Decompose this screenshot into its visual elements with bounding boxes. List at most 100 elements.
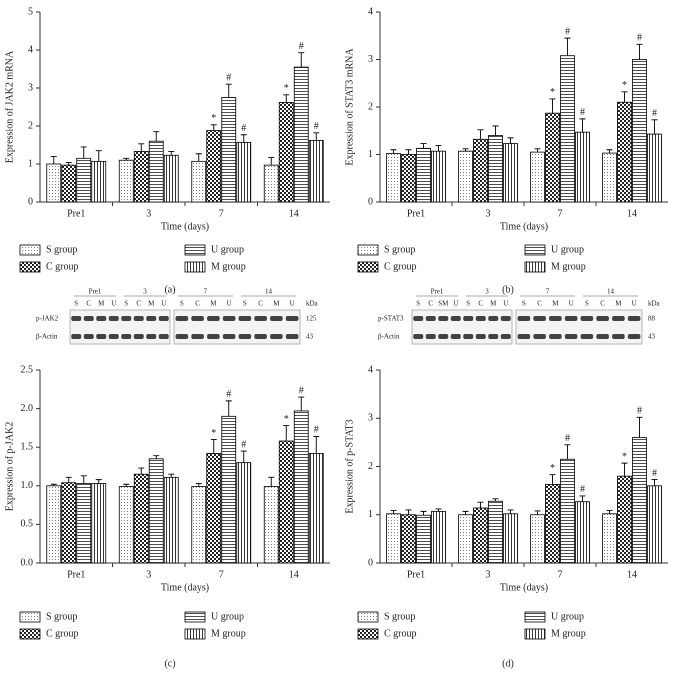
significance-marker: # [226, 72, 231, 83]
error-bar [492, 125, 499, 136]
error-bar [153, 455, 160, 459]
lane-label: C [478, 300, 483, 308]
bar [91, 483, 107, 564]
error-bar [123, 483, 130, 487]
bar [206, 130, 222, 203]
y-tick-label: 0 [368, 557, 373, 568]
error-bar [651, 119, 658, 135]
blot-band [596, 316, 609, 321]
blot-weight: 43 [648, 333, 656, 341]
bar [308, 140, 324, 203]
error-bar [651, 479, 658, 486]
bar [632, 437, 647, 564]
error-bar [313, 435, 320, 454]
blot-band [133, 334, 144, 339]
blot-band [207, 334, 220, 339]
blot-band [413, 334, 424, 339]
blot-band [158, 334, 169, 339]
y-tick-label: 2.0 [21, 403, 34, 414]
legend-label: S group [384, 244, 415, 255]
error-bar [606, 509, 613, 514]
legend-label: M group [211, 261, 246, 272]
blot-band [475, 334, 486, 339]
significance-marker: # [637, 406, 642, 417]
legend-swatch [184, 628, 206, 640]
blot-band [121, 316, 132, 321]
bar [545, 112, 560, 203]
blot-band [627, 334, 641, 339]
bar [575, 131, 590, 203]
bar [530, 151, 545, 203]
lane-label: M [615, 300, 622, 308]
legend-label: M group [551, 628, 586, 639]
blot-band [517, 316, 531, 321]
bar [221, 415, 237, 564]
error-bar [564, 444, 571, 460]
significance-marker: # [314, 425, 319, 436]
x-axis-label: Time (days) [161, 221, 209, 232]
x-tick-label: Pre1 [67, 569, 85, 580]
bar [602, 152, 617, 203]
lane-label: M [98, 300, 105, 308]
blot-band [488, 316, 499, 321]
x-axis-label: Time (days) [161, 582, 209, 593]
blot-weight: 43 [306, 333, 314, 341]
error-bar [534, 148, 541, 153]
blot-band [133, 316, 144, 321]
blot-band [96, 316, 107, 321]
bar [503, 513, 518, 564]
y-tick-label: 0.5 [21, 519, 34, 530]
error-bar [50, 483, 57, 486]
error-bar [621, 91, 628, 103]
significance-marker: # [314, 121, 319, 132]
bar [458, 514, 473, 564]
significance-marker: * [284, 83, 289, 94]
x-tick-label: 3 [146, 569, 151, 580]
blot-band [450, 316, 461, 321]
blot-row-label: p-STAT3 [378, 315, 404, 323]
legend-swatch [357, 261, 379, 273]
error-bar [462, 148, 469, 152]
blot-band [96, 334, 107, 339]
blot-band [549, 334, 562, 339]
error-bar [153, 131, 160, 142]
blot-band [238, 334, 252, 339]
error-bar [492, 498, 499, 502]
error-bar [210, 124, 217, 131]
legend-swatch [524, 261, 546, 273]
y-axis-label: Expression of p-JAK2 [4, 422, 15, 511]
significance-marker: # [580, 107, 585, 118]
blot-panel [411, 309, 513, 345]
blot-band [475, 316, 486, 321]
error-bar [405, 149, 412, 155]
error-bar [80, 146, 87, 159]
blot-band [158, 316, 169, 321]
lane-label: S [522, 300, 526, 308]
bar [91, 160, 107, 203]
legend-swatch [524, 611, 546, 623]
bar [431, 510, 446, 564]
bar [133, 151, 149, 203]
lane-label: SM [438, 300, 449, 308]
bar [386, 153, 401, 203]
error-bar [268, 157, 275, 166]
error-bar [240, 134, 247, 143]
error-bar [606, 149, 613, 154]
lane-label: S [74, 300, 78, 308]
legend-label: C group [384, 261, 417, 272]
legend-swatch [184, 261, 206, 273]
error-bar [313, 132, 320, 141]
bar [431, 150, 446, 203]
lane-label: U [632, 300, 637, 308]
legend-label: S group [46, 611, 77, 622]
blot-band [285, 334, 299, 339]
legend-label: M group [211, 628, 246, 639]
lane-label: S [585, 300, 589, 308]
error-bar [420, 510, 427, 516]
error-bar [138, 467, 145, 475]
lane-label: M [490, 300, 497, 308]
bar [545, 483, 560, 564]
blot-band [533, 334, 546, 339]
blot-band [71, 334, 82, 339]
error-bar [462, 510, 469, 515]
